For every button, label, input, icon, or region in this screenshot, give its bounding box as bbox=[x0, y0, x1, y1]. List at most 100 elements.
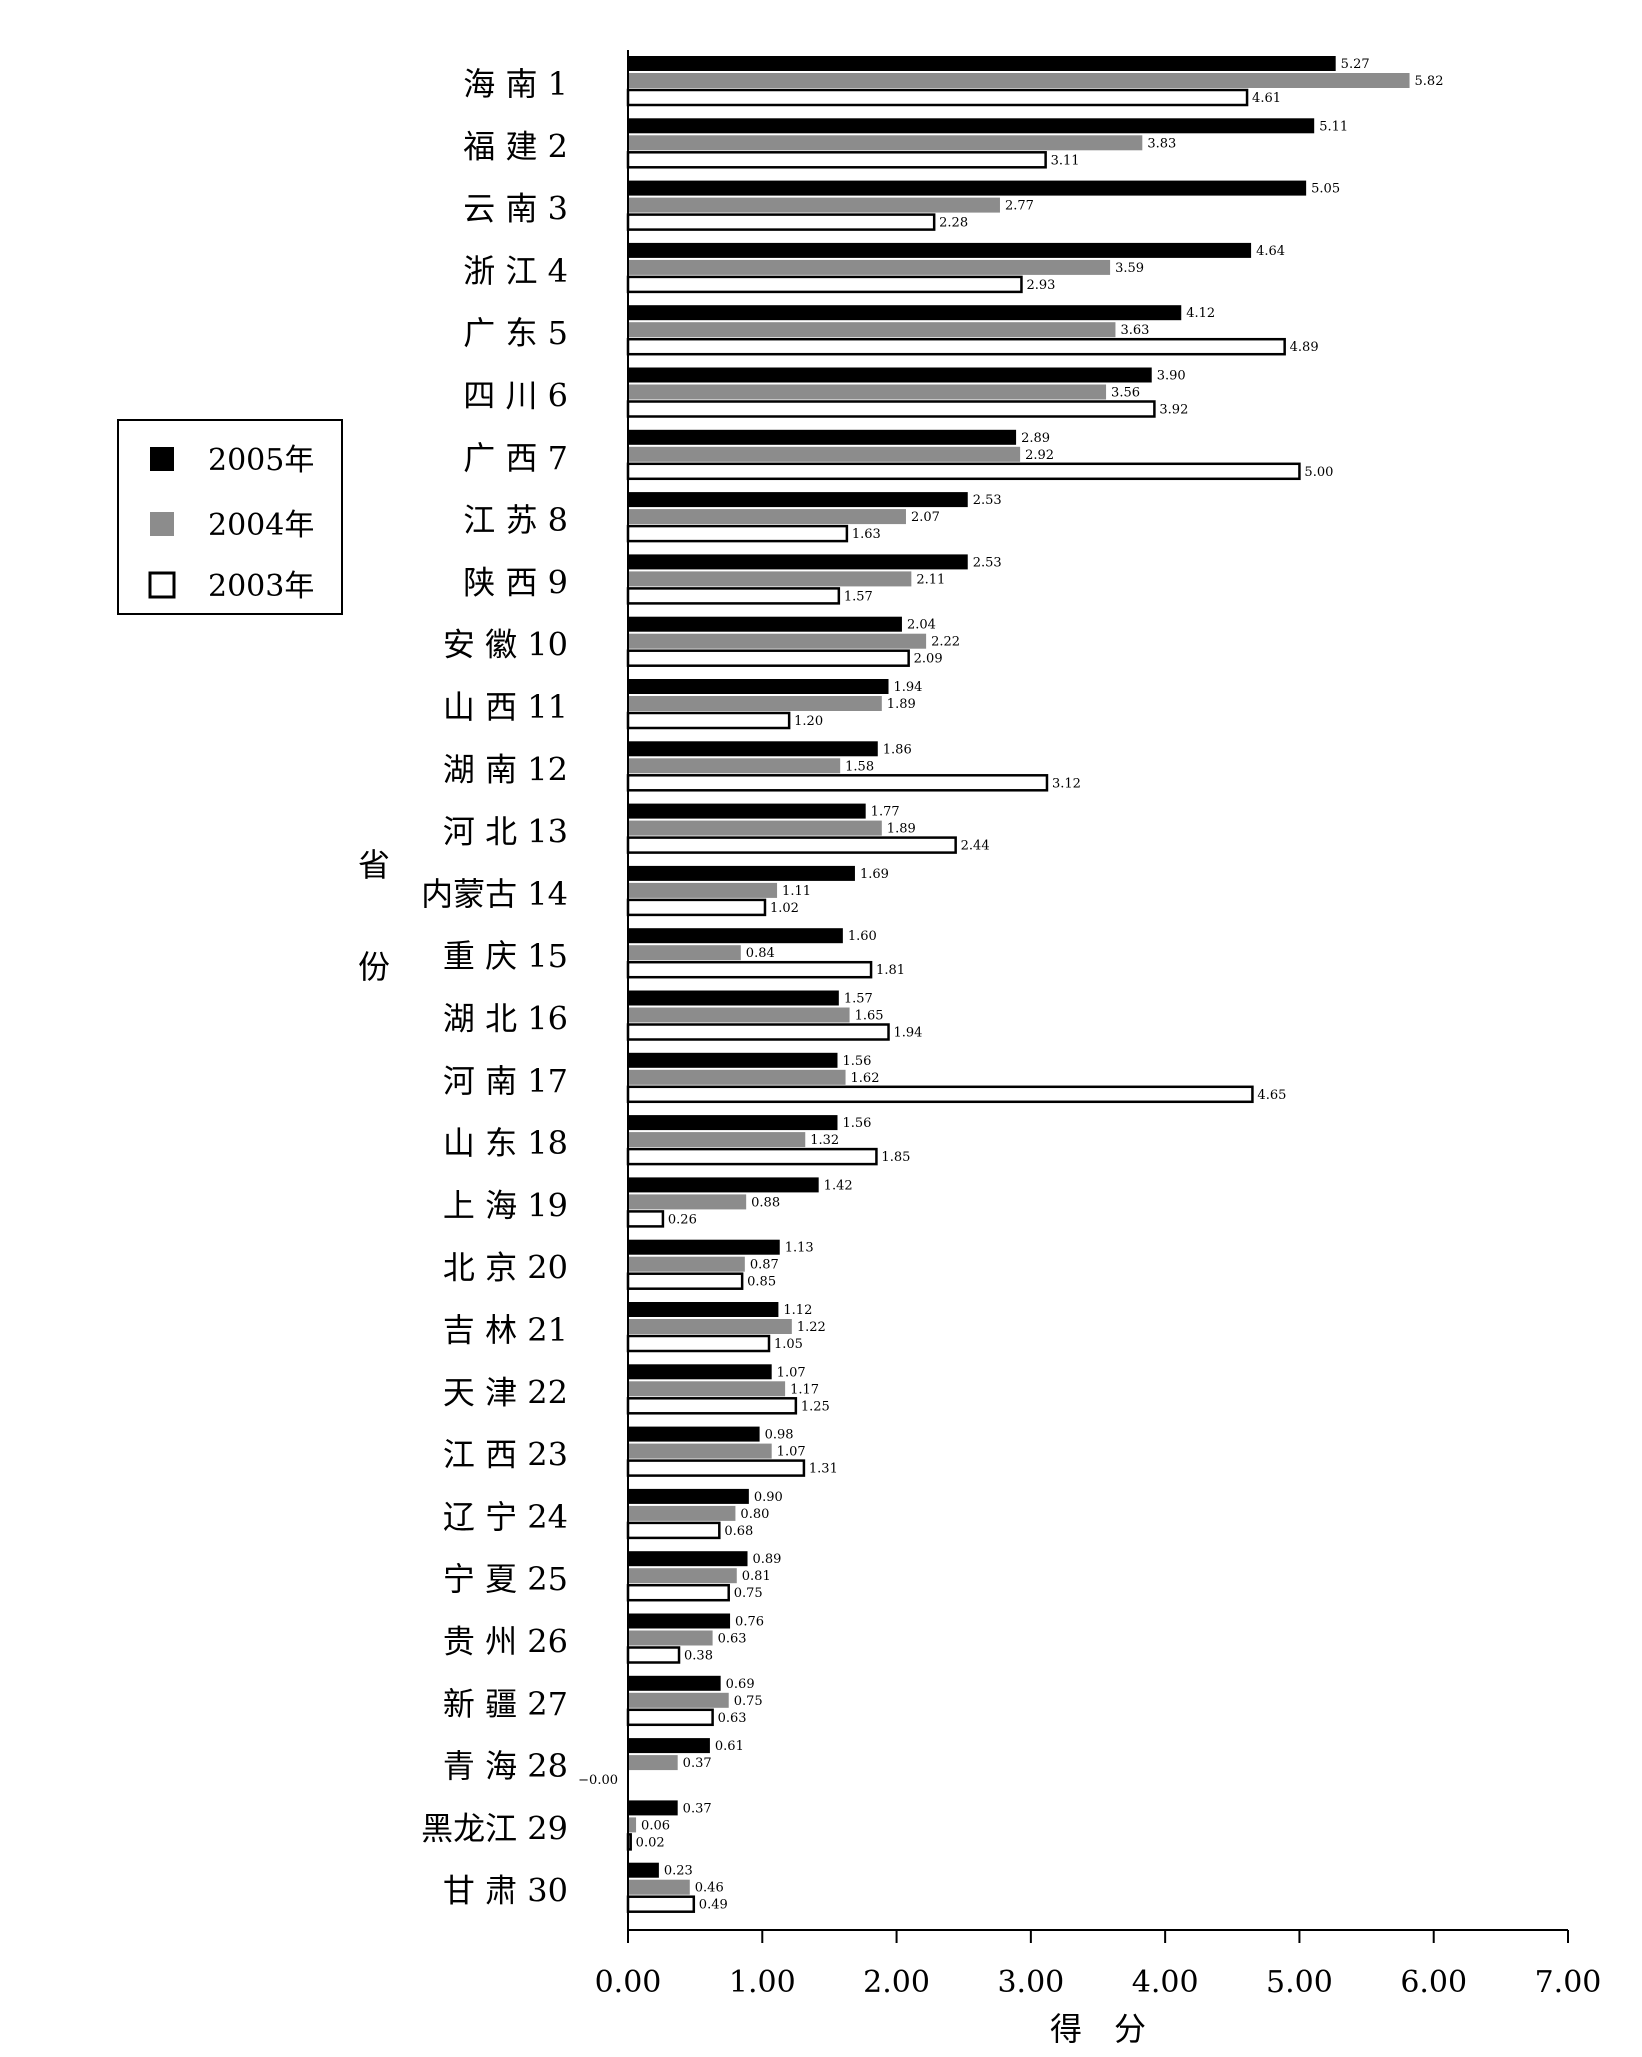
bar-2003-9 bbox=[626, 587, 841, 605]
y-axis-title-char-2: 份 bbox=[358, 948, 390, 986]
value-label: 1.20 bbox=[794, 714, 823, 729]
value-label: 3.12 bbox=[1052, 776, 1081, 791]
bar-2005-27 bbox=[628, 1675, 721, 1691]
value-label: 0.23 bbox=[664, 1864, 693, 1879]
category-label: 山 西 11 bbox=[443, 688, 568, 726]
bar-2003-10 bbox=[626, 649, 910, 667]
bar-2003-23 bbox=[626, 1459, 806, 1477]
value-label: 1.25 bbox=[801, 1399, 830, 1414]
value-label: 5.82 bbox=[1415, 74, 1444, 89]
x-ticks-layer: 0.00 1.00 2.00 3.00 4.00 5.00 6.00 7.00 bbox=[595, 1930, 1602, 2000]
bar-2004-16 bbox=[628, 1007, 850, 1023]
bar-2005-13 bbox=[628, 803, 866, 819]
bar-2003-14 bbox=[626, 898, 767, 917]
bar-2003-19 bbox=[626, 1210, 665, 1228]
bar-2004-2 bbox=[628, 135, 1143, 151]
value-label: 1.56 bbox=[842, 1054, 871, 1069]
bar-2005-1 bbox=[628, 56, 1336, 71]
bar-2004-3 bbox=[628, 197, 1000, 213]
value-label: 2.04 bbox=[907, 618, 936, 633]
value-label: 0.68 bbox=[724, 1524, 753, 1539]
value-label: 3.59 bbox=[1115, 261, 1144, 276]
bar-2003-15 bbox=[626, 960, 873, 979]
value-label: 4.12 bbox=[1186, 306, 1215, 321]
value-label: 0.26 bbox=[668, 1212, 697, 1227]
bar-2003-30 bbox=[626, 1895, 696, 1913]
bar-2005-26 bbox=[628, 1613, 731, 1629]
value-label: 3.11 bbox=[1051, 153, 1080, 168]
bar-2003-24 bbox=[626, 1521, 721, 1540]
value-label: 2.28 bbox=[939, 216, 968, 231]
bar-2005-15 bbox=[628, 928, 843, 944]
bar-2003-7 bbox=[626, 462, 1301, 481]
bar-2005-7 bbox=[628, 429, 1017, 445]
value-label: 0.85 bbox=[747, 1275, 776, 1290]
value-label: 1.57 bbox=[844, 589, 873, 604]
category-label: 辽 宁 24 bbox=[443, 1498, 568, 1536]
bar-2004-27 bbox=[628, 1692, 729, 1708]
bar-2005-11 bbox=[628, 679, 889, 694]
value-label: 2.53 bbox=[973, 555, 1002, 570]
bar-2004-18 bbox=[628, 1132, 806, 1148]
x-tick-label: 6.00 bbox=[1400, 1965, 1467, 2000]
x-tick-label: 3.00 bbox=[997, 1965, 1064, 2000]
value-label: 1.05 bbox=[774, 1337, 803, 1352]
value-label: 1.89 bbox=[887, 697, 916, 712]
value-label: 1.17 bbox=[790, 1382, 819, 1397]
bar-2003-21 bbox=[626, 1334, 771, 1353]
value-label: 1.65 bbox=[855, 1009, 884, 1024]
value-label: 0.81 bbox=[742, 1569, 771, 1584]
x-tick-label: 5.00 bbox=[1266, 1965, 1333, 2000]
bar-2004-30 bbox=[628, 1879, 690, 1895]
value-label: 4.89 bbox=[1290, 340, 1319, 355]
value-labels-layer: 5.27 5.82 4.61 5.11 3.83 3.11 5.05 2.77 2.28 4.64… bbox=[578, 57, 1443, 1913]
value-label: 2.44 bbox=[961, 839, 990, 854]
bar-2004-10 bbox=[628, 633, 927, 649]
bar-2004-19 bbox=[628, 1194, 747, 1210]
bar-2004-25 bbox=[628, 1568, 737, 1584]
value-label: 1.13 bbox=[785, 1241, 814, 1256]
bar-2003-2 bbox=[626, 151, 1047, 169]
value-label: 0.90 bbox=[754, 1490, 783, 1505]
bar-2005-19 bbox=[628, 1177, 819, 1193]
bars-layer bbox=[626, 56, 1410, 1913]
x-tick-label: 2.00 bbox=[863, 1965, 930, 2000]
x-tick-label: 7.00 bbox=[1535, 1965, 1602, 2000]
bar-2005-28 bbox=[628, 1738, 710, 1754]
value-label: 0.87 bbox=[750, 1258, 779, 1273]
value-label: 1.94 bbox=[894, 680, 923, 695]
value-label: 5.00 bbox=[1304, 465, 1333, 480]
bar-2003-16 bbox=[626, 1023, 890, 1041]
value-label: 1.81 bbox=[876, 963, 905, 978]
value-label: 0.02 bbox=[636, 1835, 665, 1850]
bar-2005-2 bbox=[628, 118, 1315, 134]
category-label: 湖 北 16 bbox=[443, 1000, 568, 1038]
bar-2004-13 bbox=[628, 820, 882, 836]
category-label: 黑龙江 29 bbox=[421, 1809, 568, 1847]
legend-swatch-2004 bbox=[150, 512, 174, 536]
value-label: 1.11 bbox=[782, 884, 811, 899]
bar-2004-14 bbox=[628, 882, 778, 898]
category-label: 广 西 7 bbox=[463, 439, 568, 477]
bar-2005-17 bbox=[628, 1052, 838, 1068]
category-label: 海 南 1 bbox=[463, 65, 568, 103]
legend-swatch-2005 bbox=[150, 447, 174, 471]
value-label: 2.92 bbox=[1025, 448, 1054, 463]
category-label: 重 庆 15 bbox=[443, 937, 568, 975]
category-label: 青 海 28 bbox=[443, 1747, 568, 1785]
value-label: 2.11 bbox=[916, 572, 945, 587]
value-label: 1.32 bbox=[810, 1133, 839, 1148]
value-label: 0.69 bbox=[726, 1677, 755, 1692]
value-label: 1.07 bbox=[777, 1365, 806, 1380]
bar-2004-15 bbox=[628, 945, 741, 961]
value-label: 0.49 bbox=[699, 1898, 728, 1913]
bar-2003-17 bbox=[626, 1085, 1254, 1104]
value-label: 1.94 bbox=[894, 1026, 923, 1041]
bar-2004-12 bbox=[628, 758, 841, 774]
bar-2003-5 bbox=[626, 337, 1286, 356]
value-label: 1.07 bbox=[777, 1445, 806, 1460]
bar-2005-3 bbox=[628, 180, 1307, 196]
bar-2005-23 bbox=[628, 1426, 760, 1442]
bar-2004-1 bbox=[628, 73, 1410, 88]
